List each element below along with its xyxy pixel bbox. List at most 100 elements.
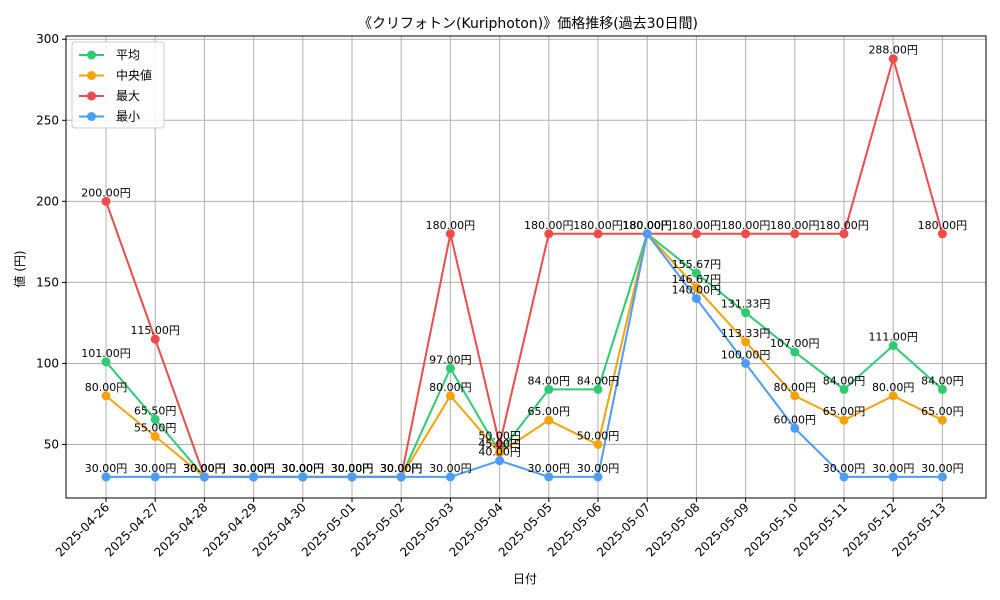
y-tick-label: 100 (36, 356, 59, 370)
x-axis-title: 日付 (513, 572, 537, 586)
legend-swatch-marker (87, 50, 96, 60)
data-point (593, 472, 603, 482)
data-label: 30.00円 (380, 462, 423, 475)
data-point (741, 308, 751, 318)
data-point (888, 54, 898, 64)
data-label: 30.00円 (134, 462, 177, 475)
data-point (544, 229, 554, 239)
data-label: 180.00円 (426, 219, 476, 232)
data-label: 45.00円 (478, 438, 521, 451)
data-point (101, 391, 111, 401)
data-point (150, 472, 160, 482)
data-label: 30.00円 (872, 462, 915, 475)
data-point (101, 196, 111, 206)
data-label: 131.33円 (721, 298, 771, 311)
data-label: 30.00円 (823, 462, 866, 475)
data-point (445, 472, 455, 482)
data-label: 84.00円 (528, 374, 571, 387)
data-label: 30.00円 (380, 462, 423, 475)
data-point (593, 384, 603, 394)
data-point (741, 358, 751, 368)
data-label: 30.00円 (183, 462, 226, 475)
data-label: 111.00円 (868, 331, 918, 344)
data-label: 113.33円 (721, 327, 771, 340)
data-point (790, 347, 800, 357)
data-point (741, 337, 751, 347)
data-label: 30.00円 (921, 462, 964, 475)
data-label: 30.00円 (429, 462, 472, 475)
series-layer (101, 54, 947, 482)
data-point (839, 384, 849, 394)
data-point (249, 472, 259, 482)
data-point (790, 391, 800, 401)
data-label: 30.00円 (282, 462, 325, 475)
data-label: 65.00円 (823, 405, 866, 418)
plot-area (65, 35, 987, 499)
data-label: 50.00円 (577, 430, 620, 443)
data-label: 140.00円 (672, 284, 722, 297)
data-label: 180.00円 (622, 219, 672, 232)
data-label: 30.00円 (380, 462, 423, 475)
data-label: 288.00円 (868, 44, 918, 57)
data-point (888, 472, 898, 482)
data-label: 180.00円 (524, 219, 574, 232)
data-label: 30.00円 (232, 462, 275, 475)
data-point (839, 472, 849, 482)
data-label: 80.00円 (774, 381, 817, 394)
y-tick-label: 250 (36, 113, 59, 127)
data-label: 101.00円 (81, 347, 131, 360)
data-point (101, 472, 111, 482)
data-point (642, 229, 652, 239)
data-point (445, 391, 455, 401)
legend-swatch-marker (87, 71, 96, 80)
data-point (691, 229, 701, 239)
data-point (150, 334, 160, 344)
data-point (544, 415, 554, 425)
data-label: 30.00円 (577, 462, 620, 475)
data-label: 45.00円 (478, 438, 521, 451)
data-label: 180.00円 (672, 219, 722, 232)
grid (66, 36, 986, 498)
data-point (298, 472, 308, 482)
series-2 (101, 54, 947, 482)
x-axis: 2025-04-262025-04-272025-04-282025-04-29… (53, 498, 949, 559)
data-point (544, 472, 554, 482)
data-label: 30.00円 (282, 462, 325, 475)
series-1 (101, 229, 947, 482)
series-line (106, 231, 943, 478)
data-label: 30.00円 (331, 462, 374, 475)
data-point (347, 472, 357, 482)
data-label: 65.50円 (134, 404, 177, 417)
data-point (544, 384, 554, 394)
legend-entry: 中央値 (116, 68, 152, 83)
series-0 (101, 229, 947, 482)
y-axis: 50 100 150 200 250 300 (36, 32, 66, 452)
data-point (150, 431, 160, 441)
data-label: 80.00円 (872, 381, 915, 394)
data-label: 180.00円 (622, 219, 672, 232)
data-label: 30.00円 (331, 462, 374, 475)
data-label: 50.00円 (478, 430, 521, 443)
data-point (790, 229, 800, 239)
data-label: 146.67円 (672, 273, 722, 286)
data-point (495, 448, 505, 458)
legend-swatch-marker (87, 91, 96, 101)
data-point (937, 229, 947, 239)
data-label: 30.00円 (183, 462, 226, 475)
data-label: 30.00円 (232, 462, 275, 475)
data-labels: 101.00円 65.50円 30.00円 30.00円 30.00円 30.00円 30.… (81, 44, 967, 475)
data-label: 180.00円 (622, 219, 672, 232)
data-point (888, 391, 898, 401)
data-label: 30.00円 (183, 462, 226, 475)
data-point (495, 456, 505, 466)
data-label: 30.00円 (528, 462, 571, 475)
y-tick-label: 200 (36, 194, 59, 208)
data-point (839, 415, 849, 425)
data-point (495, 440, 505, 450)
legend-frame (71, 41, 165, 129)
data-point (937, 472, 947, 482)
data-label: 180.00円 (918, 219, 968, 232)
data-label: 65.00円 (528, 405, 571, 418)
data-label: 30.00円 (282, 462, 325, 475)
